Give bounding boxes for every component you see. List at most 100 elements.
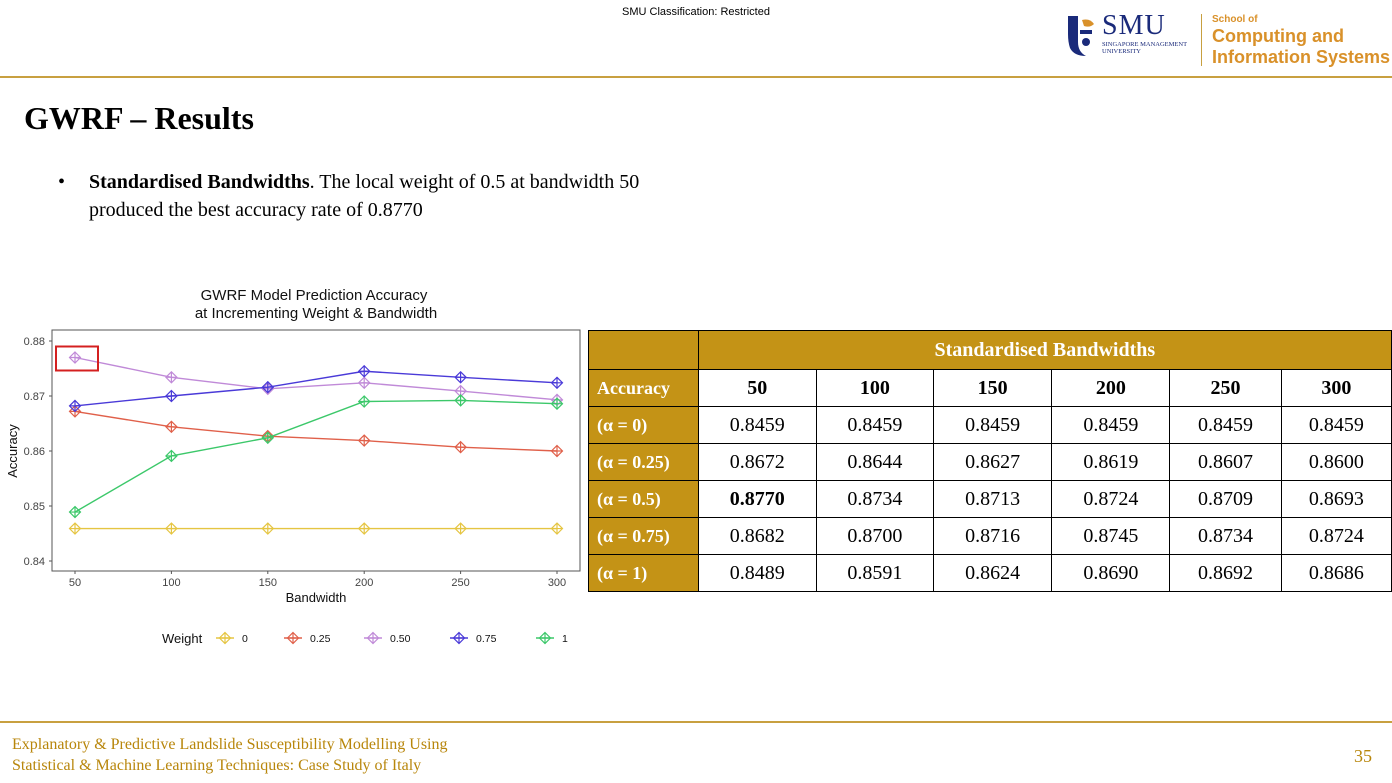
footer-line1: Explanatory & Predictive Landslide Susce… bbox=[12, 736, 448, 753]
smu-subtitle: SINGAPORE MANAGEMENT UNIVERSITY bbox=[1102, 41, 1202, 55]
series-point-0-cross bbox=[69, 523, 81, 535]
table-row-label: (α = 0.25) bbox=[588, 443, 699, 481]
table-cell: 0.8459 bbox=[1051, 406, 1171, 444]
chart-title-line1: GWRF Model Prediction Accuracy bbox=[201, 287, 428, 304]
legend-title: Weight bbox=[162, 631, 203, 646]
legend-label: 0.25 bbox=[310, 633, 331, 645]
table-row: (α = 0) 0.8459 0.8459 0.8459 0.8459 0.8459 0.8… bbox=[588, 406, 1392, 444]
classification-label: SMU Classification: Restricted bbox=[622, 6, 770, 18]
series-point-0-cross bbox=[165, 523, 177, 535]
table-column-header: 250 bbox=[1169, 369, 1282, 407]
table-cell: 0.8724 bbox=[1280, 517, 1392, 555]
series-point-0-cross bbox=[551, 523, 563, 535]
table-cell: 0.8734 bbox=[1169, 517, 1282, 555]
legend-key-marker-cross bbox=[453, 632, 465, 644]
chart-title-line2: at Incrementing Weight & Bandwidth bbox=[195, 305, 437, 322]
header-rule bbox=[0, 76, 1392, 78]
x-tick-label: 300 bbox=[548, 577, 566, 589]
legend-key-marker-cross bbox=[367, 632, 379, 644]
legend-label: 0.75 bbox=[476, 633, 497, 645]
series-point-0-cross bbox=[455, 523, 467, 535]
series-point-0.25-cross bbox=[165, 421, 177, 433]
x-axis-label: Bandwidth bbox=[286, 590, 347, 605]
table-cell: 0.8591 bbox=[815, 554, 935, 592]
smu-subtitle-line1: SINGAPORE MANAGEMENT bbox=[1102, 41, 1188, 48]
footer-text: Explanatory & Predictive Landslide Susce… bbox=[12, 734, 448, 776]
table-cell: 0.8627 bbox=[933, 443, 1053, 481]
table-cell: 0.8709 bbox=[1169, 480, 1282, 518]
y-tick-label: 0.88 bbox=[24, 336, 45, 348]
table-column-header-row: Accuracy 50 100 150 200 250 300 bbox=[588, 369, 1392, 407]
series-point-0.50-cross bbox=[358, 377, 370, 389]
y-tick-label: 0.84 bbox=[24, 556, 45, 568]
y-tick-label: 0.87 bbox=[24, 391, 45, 403]
table-cell: 0.8686 bbox=[1280, 554, 1392, 592]
legend-key-marker-cross bbox=[219, 632, 231, 644]
x-tick-label: 100 bbox=[162, 577, 180, 589]
table-cell: 0.8624 bbox=[933, 554, 1053, 592]
table-column-header: 150 bbox=[933, 369, 1053, 407]
series-line-0.75 bbox=[74, 370, 558, 407]
table-row-label: (α = 0) bbox=[588, 406, 699, 444]
table-cell: 0.8745 bbox=[1051, 517, 1171, 555]
series-point-0.75-cross bbox=[262, 381, 274, 393]
school-name-line2: Information Systems bbox=[1212, 47, 1391, 67]
smu-logo: SMU SINGAPORE MANAGEMENT UNIVERSITY Scho… bbox=[1064, 8, 1390, 70]
smu-subtitle-line2: UNIVERSITY bbox=[1102, 48, 1141, 55]
table-cell: 0.8459 bbox=[1169, 406, 1282, 444]
table-cell: 0.8682 bbox=[697, 517, 817, 555]
y-tick-label: 0.85 bbox=[24, 501, 45, 513]
table-cell: 0.8459 bbox=[1280, 406, 1392, 444]
series-point-1 bbox=[165, 449, 178, 463]
bullet-rest: . The local weight of 0.5 at bandwidth 5… bbox=[89, 171, 640, 221]
table-row-label: (α = 1) bbox=[588, 554, 699, 592]
highlight-box bbox=[55, 345, 99, 372]
table-cell: 0.8734 bbox=[815, 480, 935, 518]
series-point-0.50-cross bbox=[165, 371, 177, 383]
table-cell: 0.8600 bbox=[1280, 443, 1392, 481]
bullet-bold: Standardised Bandwidths bbox=[89, 171, 310, 193]
series-point-0.25-cross bbox=[455, 441, 467, 453]
slide-title: GWRF – Results bbox=[24, 100, 254, 136]
page-number: 35 bbox=[1354, 746, 1372, 766]
x-tick-label: 50 bbox=[69, 577, 81, 589]
table-cell: 0.8770 bbox=[697, 480, 817, 518]
table-column-header: 300 bbox=[1280, 369, 1392, 407]
series-point-0.50-cross bbox=[69, 352, 81, 363]
series-line-0.25 bbox=[74, 410, 558, 452]
table-row: (α = 0.25) 0.8672 0.8644 0.8627 0.8619 0.8607… bbox=[588, 443, 1392, 481]
smu-crest-icon bbox=[1068, 16, 1094, 56]
footer-line2: Statistical & Machine Learning Technique… bbox=[12, 757, 422, 774]
table-cell: 0.8489 bbox=[697, 554, 817, 592]
legend-label: 0.50 bbox=[390, 633, 411, 645]
table-cell: 0.8716 bbox=[933, 517, 1053, 555]
series-point-1-cross bbox=[69, 506, 81, 518]
series-point-1-cross bbox=[262, 432, 274, 444]
legend-key-marker-cross bbox=[539, 632, 551, 644]
legend-key-marker-cross bbox=[287, 632, 299, 644]
table-cell: 0.8459 bbox=[815, 406, 935, 444]
table-row: (α = 1) 0.8489 0.8591 0.8624 0.8690 0.8692 0.8… bbox=[588, 554, 1392, 592]
table-cell: 0.8459 bbox=[933, 406, 1053, 444]
table-group-header: Standardised Bandwidths bbox=[697, 330, 1392, 370]
table-column-header: 200 bbox=[1051, 369, 1171, 407]
series-point-0.75-cross bbox=[358, 365, 370, 377]
series-point-0-cross bbox=[262, 523, 274, 535]
table-cell: 0.8693 bbox=[1280, 480, 1392, 518]
bullet-text: Standardised Bandwidths. The local weigh… bbox=[89, 168, 649, 224]
series-point-0.75-cross bbox=[551, 377, 563, 389]
results-table: Standardised Bandwidths Accuracy 50 100 15… bbox=[588, 330, 1392, 592]
x-tick-label: 150 bbox=[259, 577, 277, 589]
table-cell: 0.8700 bbox=[815, 517, 935, 555]
school-name-line1: Computing and bbox=[1212, 26, 1344, 46]
series-line-1 bbox=[74, 399, 558, 513]
series-point-0.75-cross bbox=[455, 371, 467, 383]
table-cell: 0.8672 bbox=[697, 443, 817, 481]
series-point-1-cross bbox=[455, 394, 467, 406]
bullet-icon: • bbox=[58, 171, 66, 193]
series-point-1-cross bbox=[165, 450, 177, 462]
series-point-0.75-cross bbox=[165, 390, 177, 402]
table-row: (α = 0.75) 0.8682 0.8700 0.8716 0.8745 0.8734… bbox=[588, 517, 1392, 555]
school-label: School of bbox=[1212, 14, 1258, 25]
